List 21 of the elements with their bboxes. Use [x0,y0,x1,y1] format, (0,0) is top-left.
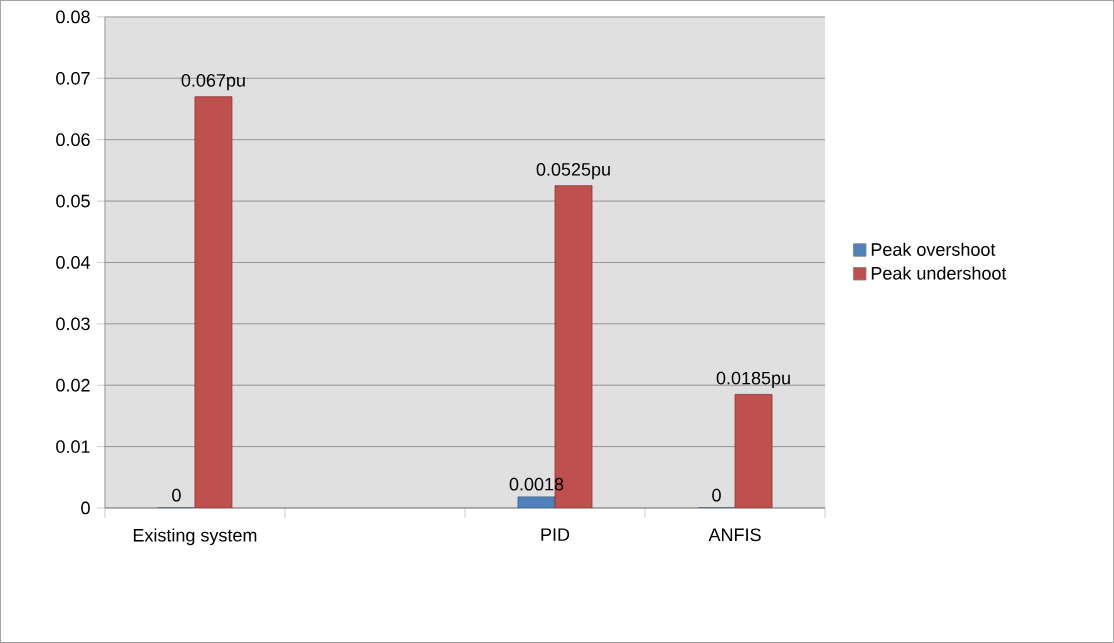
y-tick-label: 0.05 [56,194,90,208]
data-label: 0 [712,488,721,502]
legend-label: Peak undershoot [871,266,1007,280]
y-tick-label: 0.03 [56,317,90,331]
y-tick-label: 0.07 [56,71,90,85]
data-label: 0.0185pu [716,371,790,389]
legend-label: Peak overshoot [871,242,996,256]
data-label: 0.0525pu [536,163,610,180]
data-label: 0 [172,488,181,502]
y-tick-label: 0.06 [56,133,90,147]
x-tick-label: PID [541,528,570,541]
data-label: 0.067pu [181,74,245,91]
y-tick-label: 0 [81,501,90,515]
y-tick-label: 0.08 [56,10,90,24]
y-tick-label: 0.04 [56,256,90,269]
y-tick-label: 0.02 [56,378,90,392]
y-tick-label: 0.01 [56,440,90,454]
x-tick-label: ANFIS [708,528,761,542]
bar [734,394,773,509]
x-tick-label: Existing system [133,528,257,546]
bar [194,96,233,509]
